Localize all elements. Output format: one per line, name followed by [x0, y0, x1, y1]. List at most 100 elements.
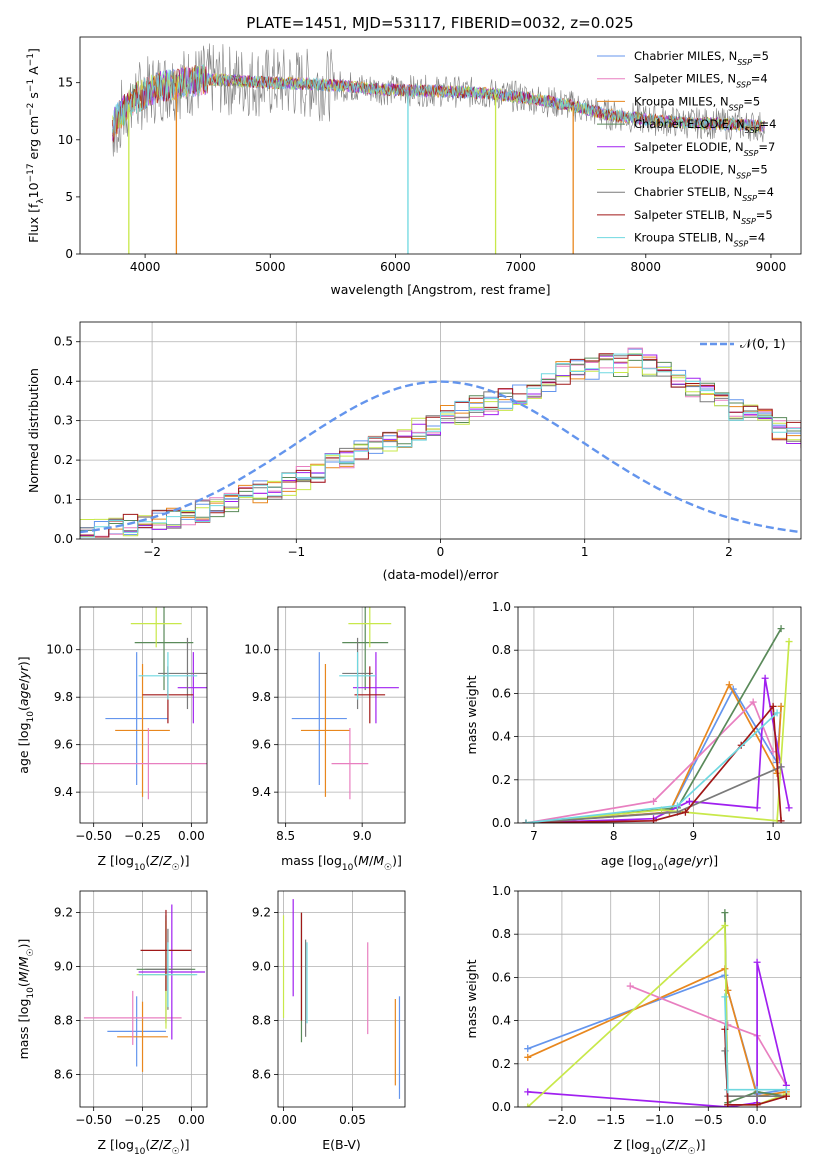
x-tick-label: 8.5	[276, 829, 295, 843]
x-tick-label: 9.0	[353, 829, 372, 843]
weight-marker	[522, 819, 530, 823]
weight_vs_age-ylabel: mass weight	[464, 675, 479, 754]
weight-marker	[673, 802, 681, 810]
axes-frame	[517, 606, 802, 824]
label-part: )]	[180, 853, 190, 868]
label-part: /	[16, 966, 31, 971]
weight-marker	[721, 909, 729, 917]
legend-label-sub: SSP	[741, 216, 756, 225]
legend-label-tail: =4	[760, 117, 777, 131]
legend-label-tail: =5	[756, 208, 773, 222]
weight-marker	[749, 698, 757, 706]
label-part: Z	[678, 1137, 688, 1152]
legend-label: Salpeter ELODIE, NSSP=7	[634, 140, 775, 158]
y-tick-label: 5	[65, 190, 73, 204]
label-part: Z	[665, 1137, 675, 1152]
weight-marker	[753, 804, 761, 812]
y-tick-label: 8.8	[252, 1014, 271, 1028]
weight-marker	[626, 982, 634, 990]
x-tick-label: 8000	[631, 260, 662, 274]
x-tick-label: 6000	[380, 260, 411, 274]
legend-label-tail: =4	[757, 185, 774, 199]
x-tick-label: 9	[690, 829, 698, 843]
legend-label-main: Chabrier STELIB, N	[634, 185, 742, 199]
residuals-xlabel: (data-model)/error	[383, 567, 500, 582]
label-part: M	[373, 853, 384, 868]
label-part: ☉	[172, 1147, 180, 1157]
weight_vs_Z-ylabel: mass weight	[464, 959, 479, 1038]
x-tick-label: 0.0	[748, 1113, 767, 1127]
weight-marker	[785, 804, 793, 812]
axes-frame	[277, 890, 406, 1108]
legend-label-main: Kroupa STELIB, N	[634, 231, 734, 245]
weight-series-line	[525, 704, 782, 823]
plot-area: 4000 5000 6000 7000 8000 9000051015wavelength…	[16, 36, 802, 1157]
legend-label-sub: SSP	[742, 194, 757, 203]
label-part: ☉	[688, 1147, 696, 1157]
x-tick-label: 10	[765, 829, 780, 843]
x-tick-label: 9000	[756, 260, 787, 274]
label-part: ☉	[172, 863, 180, 873]
weight-marker	[685, 797, 693, 805]
y-tick-label: 9.0	[252, 960, 271, 974]
axes-frame	[277, 606, 406, 824]
y-tick-label: 0.6	[492, 686, 511, 700]
x-tick-label: 5000	[255, 260, 286, 274]
label-part: (	[145, 1137, 150, 1152]
x-tick-label: −1	[287, 545, 305, 559]
axes-frame	[79, 890, 208, 1108]
spectrum-lines	[112, 43, 765, 254]
legend-label: Kroupa MILES, NSSP=5	[634, 94, 760, 112]
y-tick-label: 9.2	[252, 906, 271, 920]
weight-marker	[725, 681, 733, 689]
x-tick-label: 0.05	[339, 1113, 366, 1127]
weight-marker	[773, 709, 781, 717]
spectrum-series-line	[112, 63, 765, 134]
y-tick-label: 0.0	[492, 816, 511, 830]
label-part: 10	[26, 182, 41, 198]
residuals-panel: −2 −1 0 1 2 0.0 0.1 0.2 0.3 0.4 0.5 (data-model)/er…	[26, 321, 802, 582]
y-tick-label: 10	[58, 133, 73, 147]
y-tick-label: 9.4	[252, 785, 271, 799]
spectrum-panel: 4000 5000 6000 7000 8000 9000 0 5 10 15 wavelength…	[26, 36, 802, 297]
x-tick-label: 7	[530, 829, 538, 843]
label-part: ]	[26, 48, 41, 53]
age_vs_Z-panel: −0.50 −0.25 0.009.49.69.810.0Z [log10(Z/Z☉…	[16, 606, 208, 873]
x-tick-label: 4000	[130, 260, 161, 274]
axes-frame	[517, 890, 802, 1108]
label-part: (	[16, 706, 31, 711]
label-part: Z [log	[97, 853, 133, 868]
weight-marker	[777, 763, 785, 771]
spectrum-series-line	[112, 43, 765, 157]
legend-label-main: Salpeter STELIB, N	[634, 208, 741, 222]
legend-label-main: Salpeter MILES, N	[634, 72, 736, 86]
mass_vs_ebv-points	[282, 899, 401, 1099]
weight-marker	[769, 702, 777, 710]
weight-marker	[785, 638, 793, 646]
label-part: −1	[26, 79, 36, 92]
legend-label-main: Chabrier ELODIE, N	[634, 117, 745, 131]
label-part: ☉	[384, 863, 392, 873]
legend-label: Chabrier ELODIE, NSSP=4	[634, 117, 776, 135]
weight_vs_age-xlabel: age [log10(age/yr)]	[601, 853, 718, 873]
legend-label: Chabrier MILES, NSSP=5	[634, 49, 769, 67]
x-tick-label: 1	[581, 545, 589, 559]
label-part: )]	[16, 656, 31, 666]
legend-label-sub: SSP	[744, 148, 759, 157]
residuals-ylabel: Normed distribution	[26, 368, 41, 493]
residual-hists	[80, 347, 801, 539]
y-tick-label: 9.6	[54, 738, 73, 752]
y-tick-label: 0.2	[492, 1057, 511, 1071]
label-part: s	[26, 92, 41, 103]
y-tick-label: 0.6	[492, 970, 511, 984]
x-tick-label: −0.25	[124, 829, 161, 843]
legend-label: 𝒩(0, 1)	[740, 336, 786, 351]
label-part: age	[16, 683, 31, 707]
mass_vs_ebv-xlabel: E(B-V)	[322, 1137, 361, 1152]
y-tick-label: 8.6	[252, 1068, 271, 1082]
weight-series-line	[724, 996, 787, 1091]
weight-marker	[524, 1088, 532, 1096]
label-part: Z [log	[97, 1137, 133, 1152]
